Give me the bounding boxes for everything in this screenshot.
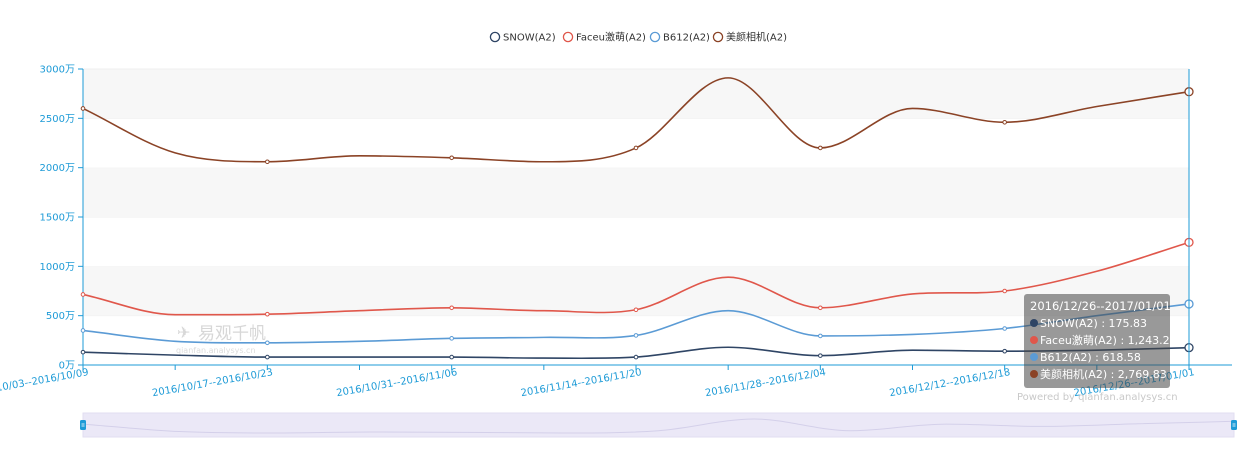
y-tick-label: 0万 <box>59 361 75 372</box>
watermark-title: 易观千帆 <box>198 324 266 344</box>
tooltip: 2016/12/26--2017/01/01 SNOW(A2) : 175.83… <box>1024 294 1171 388</box>
data-point[interactable] <box>265 354 270 360</box>
zoom-preview-line <box>82 418 1235 434</box>
data-point[interactable] <box>1002 288 1007 294</box>
zoom-handle-right[interactable] <box>1231 420 1237 430</box>
legend-circle-icon <box>712 31 724 43</box>
data-point[interactable] <box>1002 119 1007 125</box>
tooltip-header: 2016/12/26--2017/01/01 <box>1030 299 1171 313</box>
series-1 <box>80 237 1194 317</box>
x-tick-label: 2016/10/31--2016/11/06 <box>336 367 459 399</box>
tooltip-row-label: 美颜相机(A2) : 2,769.83 <box>1040 368 1167 381</box>
legend-item[interactable]: B612(A2) <box>649 31 710 44</box>
x-tick-label: 2016/11/14--2016/11/20 <box>520 367 643 399</box>
tooltip-row: B612(A2) : 618.58 <box>1030 349 1164 366</box>
y-axis: 0万 500万 1000万 1500万 2000万 2500万 3000万 <box>40 65 84 372</box>
legend-circle-icon <box>649 31 661 43</box>
legend-circle-icon <box>562 31 574 43</box>
grid-band <box>83 167 1189 217</box>
watermark-logo-icon: ✈ <box>177 325 190 342</box>
tooltip-row: 美颜相机(A2) : 2,769.83 <box>1030 366 1167 383</box>
grid-band <box>83 217 1189 267</box>
zoom-handle-left[interactable] <box>80 420 86 430</box>
data-point[interactable] <box>80 328 86 333</box>
y-tick-label: 500万 <box>46 311 75 322</box>
drag-handle-icon[interactable] <box>1231 420 1237 430</box>
legend-label: Faceu激萌(A2) <box>576 31 646 44</box>
series-dot-icon <box>1030 353 1038 361</box>
y-tick-label: 3000万 <box>40 65 75 76</box>
grid-band <box>83 69 1189 119</box>
data-point[interactable] <box>633 145 639 151</box>
data-point[interactable] <box>80 106 86 111</box>
data-point[interactable] <box>818 145 823 151</box>
legend-label: SNOW(A2) <box>503 33 556 44</box>
y-tick-label: 1500万 <box>40 213 75 224</box>
legend-item[interactable]: SNOW(A2) <box>489 31 556 44</box>
tooltip-row-label: B612(A2) : 618.58 <box>1040 351 1141 364</box>
data-point[interactable] <box>265 340 270 346</box>
powered-by-text: Powered by qianfan.analysys.cn <box>1017 392 1178 403</box>
tooltip-row: SNOW(A2) : 175.83 <box>1030 315 1164 332</box>
y-tick-label: 2500万 <box>40 114 75 125</box>
watermark: ✈ 易观千帆 qianfan.analysys.cn <box>176 324 266 355</box>
tooltip-row: Faceu激萌(A2) : 1,243.2 <box>1030 332 1170 349</box>
data-point[interactable] <box>1002 348 1007 354</box>
data-point[interactable] <box>633 354 639 360</box>
x-tick-label: 2016/10/17--2016/10/23 <box>151 367 274 399</box>
x-tick-label: 2016/12/12--2016/12/18 <box>889 367 1012 399</box>
data-point[interactable] <box>449 336 454 341</box>
data-point[interactable] <box>80 292 86 297</box>
data-point[interactable] <box>449 354 454 360</box>
series-group <box>80 77 1194 360</box>
legend-item[interactable]: 美颜相机(A2) <box>712 31 787 44</box>
data-point[interactable] <box>265 159 270 165</box>
series-3 <box>80 77 1194 165</box>
data-point[interactable] <box>818 305 823 311</box>
legend-label: 美颜相机(A2) <box>726 31 787 44</box>
data-point[interactable] <box>265 311 270 317</box>
series-dot-icon <box>1030 319 1038 327</box>
data-point[interactable] <box>633 307 639 313</box>
x-tick-label: 2016/11/28--2016/12/04 <box>704 367 827 399</box>
y-tick-label: 2000万 <box>40 163 75 174</box>
x-tick-label: 2016/10/03--2016/10/09 <box>0 367 90 399</box>
data-point[interactable] <box>80 349 86 355</box>
legend[interactable]: SNOW(A2) Faceu激萌(A2) B612(A2) 美颜相机(A2) <box>489 31 787 44</box>
watermark-subtitle: qianfan.analysys.cn <box>176 346 256 355</box>
drag-handle-icon[interactable] <box>80 420 86 430</box>
legend-item[interactable]: Faceu激萌(A2) <box>562 31 646 44</box>
data-point[interactable] <box>818 333 823 339</box>
data-zoom-slider[interactable] <box>80 412 1237 438</box>
data-point[interactable] <box>633 333 639 338</box>
data-point[interactable] <box>449 305 454 311</box>
data-point[interactable] <box>449 155 454 161</box>
series-dot-icon <box>1030 370 1038 378</box>
series-dot-icon <box>1030 336 1038 344</box>
y-tick-label: 1000万 <box>40 262 75 273</box>
data-point[interactable] <box>818 353 823 358</box>
grid-band <box>83 118 1189 168</box>
data-point[interactable] <box>1002 326 1007 331</box>
legend-circle-icon <box>489 31 501 43</box>
tooltip-row-label: Faceu激萌(A2) : 1,243.2 <box>1040 334 1170 347</box>
grid-bands <box>83 68 1189 365</box>
legend-label: B612(A2) <box>663 33 710 44</box>
tooltip-row-label: SNOW(A2) : 175.83 <box>1040 317 1148 330</box>
